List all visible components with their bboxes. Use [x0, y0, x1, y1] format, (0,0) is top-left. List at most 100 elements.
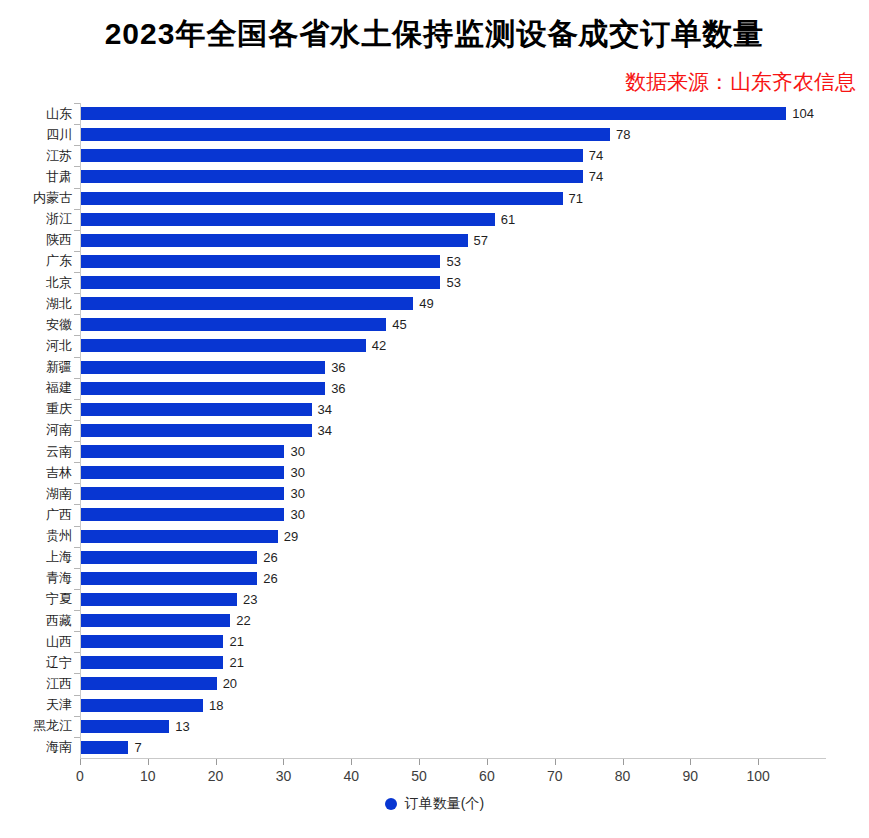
- chart-row: 黑龙江13: [81, 716, 827, 737]
- x-axis-tick-label: 90: [683, 768, 699, 784]
- bar-山东[interactable]: [81, 107, 786, 120]
- chart-row: 甘肃74: [81, 166, 827, 187]
- x-axis-tick: [216, 759, 217, 765]
- y-axis-label: 湖北: [46, 295, 72, 313]
- y-axis-label: 安徽: [46, 316, 72, 334]
- chart-row: 海南7: [81, 737, 827, 758]
- bar-value-label: 7: [134, 740, 141, 755]
- y-axis-label: 湖南: [46, 485, 72, 503]
- bar-辽宁[interactable]: [81, 656, 223, 669]
- bar-value-label: 30: [290, 444, 304, 459]
- y-axis-label: 上海: [46, 548, 72, 566]
- bar-value-label: 13: [175, 719, 189, 734]
- chart-row: 辽宁21: [81, 652, 827, 673]
- bar-海南[interactable]: [81, 741, 128, 754]
- chart-row: 江西20: [81, 673, 827, 694]
- bar-浙江[interactable]: [81, 213, 495, 226]
- y-axis-label: 陕西: [46, 231, 72, 249]
- y-axis-label: 山东: [46, 105, 72, 123]
- x-axis-tick-label: 40: [343, 768, 359, 784]
- bar-黑龙江[interactable]: [81, 720, 169, 733]
- y-axis-label: 甘肃: [46, 168, 72, 186]
- bar-安徽[interactable]: [81, 318, 386, 331]
- bar-广西[interactable]: [81, 508, 284, 521]
- bar-重庆[interactable]: [81, 403, 312, 416]
- bar-value-label: 30: [290, 507, 304, 522]
- bar-吉林[interactable]: [81, 466, 284, 479]
- y-axis-label: 天津: [46, 696, 72, 714]
- chart-row: 山西21: [81, 631, 827, 652]
- x-axis-tick: [80, 759, 81, 765]
- bar-value-label: 18: [209, 698, 223, 713]
- x-axis-tick-label: 20: [208, 768, 224, 784]
- bar-新疆[interactable]: [81, 361, 325, 374]
- bar-河北[interactable]: [81, 339, 366, 352]
- x-axis-tick: [555, 759, 556, 765]
- x-axis-tick-label: 70: [547, 768, 563, 784]
- bar-value-label: 23: [243, 592, 257, 607]
- bar-天津[interactable]: [81, 699, 203, 712]
- bar-江苏[interactable]: [81, 149, 583, 162]
- bar-value-label: 36: [331, 381, 345, 396]
- x-axis-tick-label: 10: [140, 768, 156, 784]
- bar-value-label: 34: [318, 402, 332, 417]
- bar-value-label: 22: [236, 613, 250, 628]
- chart-row: 安徽45: [81, 314, 827, 335]
- x-axis-tick-label: 30: [276, 768, 292, 784]
- bar-value-label: 74: [589, 148, 603, 163]
- bar-value-label: 30: [290, 465, 304, 480]
- bar-宁夏[interactable]: [81, 593, 237, 606]
- y-axis-label: 北京: [46, 274, 72, 292]
- x-axis-tick: [148, 759, 149, 765]
- bar-上海[interactable]: [81, 551, 257, 564]
- chart-row: 贵州29: [81, 526, 827, 547]
- chart-title: 2023年全国各省水土保持监测设备成交订单数量: [0, 14, 869, 55]
- bar-陕西[interactable]: [81, 234, 468, 247]
- bar-广东[interactable]: [81, 255, 440, 268]
- y-axis-label: 辽宁: [46, 654, 72, 672]
- bar-甘肃[interactable]: [81, 170, 583, 183]
- x-axis-tick: [623, 759, 624, 765]
- bar-value-label: 61: [501, 212, 515, 227]
- bar-value-label: 45: [392, 317, 406, 332]
- bar-北京[interactable]: [81, 276, 440, 289]
- bar-湖南[interactable]: [81, 487, 284, 500]
- bar-云南[interactable]: [81, 445, 284, 458]
- bar-西藏[interactable]: [81, 614, 230, 627]
- bar-山西[interactable]: [81, 635, 223, 648]
- chart-row: 广东53: [81, 251, 827, 272]
- bar-value-label: 36: [331, 360, 345, 375]
- y-axis-label: 重庆: [46, 400, 72, 418]
- chart-row: 北京53: [81, 272, 827, 293]
- bar-江西[interactable]: [81, 677, 217, 690]
- y-axis-label: 宁夏: [46, 590, 72, 608]
- chart-row: 江苏74: [81, 145, 827, 166]
- bar-青海[interactable]: [81, 572, 257, 585]
- chart-row: 广西30: [81, 504, 827, 525]
- y-axis-label: 河南: [46, 421, 72, 439]
- bar-河南[interactable]: [81, 424, 312, 437]
- bar-value-label: 57: [474, 233, 488, 248]
- bar-福建[interactable]: [81, 382, 325, 395]
- y-axis-label: 海南: [46, 738, 72, 756]
- chart-row: 内蒙古71: [81, 188, 827, 209]
- chart-row: 湖南30: [81, 483, 827, 504]
- legend[interactable]: 订单数量(个): [0, 795, 869, 813]
- bar-value-label: 20: [223, 676, 237, 691]
- y-axis-label: 青海: [46, 569, 72, 587]
- y-axis-label: 山西: [46, 633, 72, 651]
- chart-row: 青海26: [81, 568, 827, 589]
- chart-row: 河北42: [81, 335, 827, 356]
- y-axis-label: 西藏: [46, 612, 72, 630]
- bar-内蒙古[interactable]: [81, 192, 563, 205]
- chart-row: 吉林30: [81, 462, 827, 483]
- x-axis: 0102030405060708090100: [80, 758, 826, 759]
- bar-value-label: 42: [372, 338, 386, 353]
- chart-row: 宁夏23: [81, 589, 827, 610]
- bar-湖北[interactable]: [81, 297, 413, 310]
- y-axis-label: 黑龙江: [33, 717, 72, 735]
- chart-row: 上海26: [81, 547, 827, 568]
- bar-贵州[interactable]: [81, 530, 278, 543]
- y-axis-label: 广西: [46, 506, 72, 524]
- bar-四川[interactable]: [81, 128, 610, 141]
